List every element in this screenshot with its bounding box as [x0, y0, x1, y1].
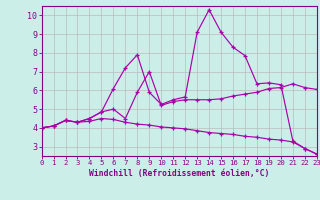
X-axis label: Windchill (Refroidissement éolien,°C): Windchill (Refroidissement éolien,°C) — [89, 169, 269, 178]
